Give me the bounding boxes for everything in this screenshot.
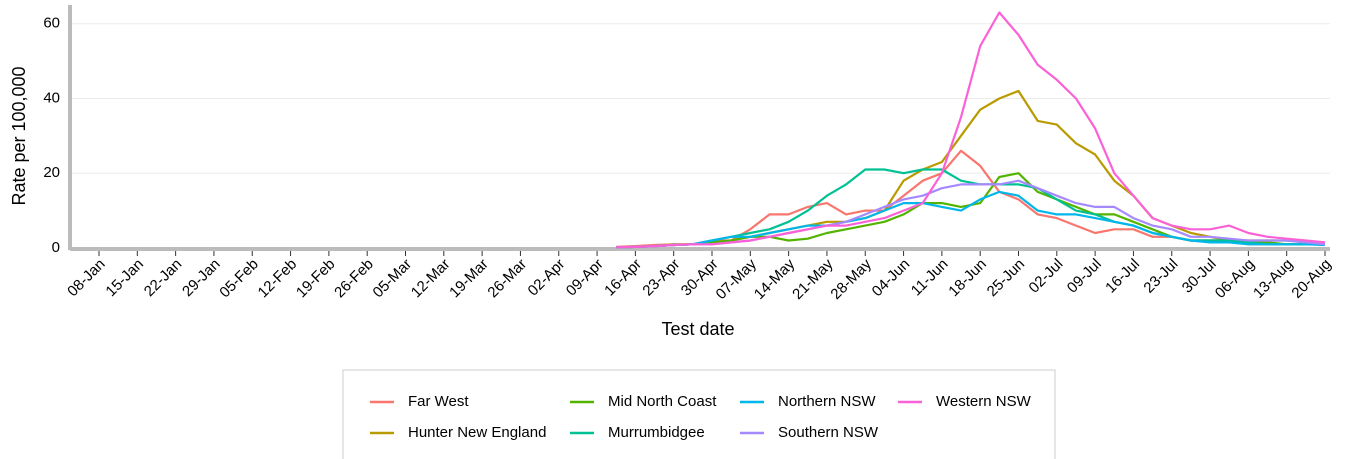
x-tick-label: 12-Feb <box>255 256 301 302</box>
x-tick-label: 25-Jun <box>984 256 1028 300</box>
x-tick-label: 13-Aug <box>1250 256 1296 302</box>
x-tick-label: 26-Mar <box>484 256 530 302</box>
series-line <box>616 168 1325 249</box>
x-tick-label: 29-Jan <box>179 256 223 300</box>
series-line <box>616 190 1326 249</box>
x-tick-label: 28-May <box>827 255 875 303</box>
legend-label: Murrumbidgee <box>608 424 705 441</box>
x-tick-label: 15-Jan <box>102 256 146 300</box>
x-tick-label: 20-Aug <box>1288 256 1334 302</box>
x-tick-label: 19-Feb <box>293 256 339 302</box>
legend-label: Western NSW <box>936 393 1032 410</box>
x-tick-label: 16-Apr <box>601 256 645 300</box>
y-tick-label: 60 <box>43 15 60 32</box>
series-line <box>616 89 1326 249</box>
x-axis-title: Test date <box>661 319 734 339</box>
x-tick-label: 07-May <box>713 255 761 303</box>
legend-label: Northern NSW <box>778 393 876 410</box>
x-tick-label: 22-Jan <box>141 256 185 300</box>
legend-box <box>342 369 1056 459</box>
legend-label: Far West <box>408 393 469 410</box>
series-line <box>616 149 1325 248</box>
legend-label: Hunter New England <box>408 424 546 441</box>
legend-label: Southern NSW <box>778 424 879 441</box>
x-tick-label: 08-Jan <box>64 256 108 300</box>
x-tick-label: 23-Jul <box>1140 256 1181 297</box>
x-tick-label: 19-Mar <box>446 256 492 302</box>
y-axis-title: Rate per 100,000 <box>9 66 29 205</box>
x-tick-label: 09-Jul <box>1064 256 1105 297</box>
x-tick-label: 06-Aug <box>1212 256 1258 302</box>
x-tick-label: 04-Jun <box>869 256 913 300</box>
series-line <box>616 179 1326 249</box>
x-tick-label: 11-Jun <box>908 256 952 300</box>
x-tick-label: 21-May <box>789 255 837 303</box>
legend-label: Mid North Coast <box>608 393 717 410</box>
y-tick-label: 40 <box>43 89 60 106</box>
x-tick-label: 26-Feb <box>331 256 377 302</box>
x-tick-label: 02-Apr <box>525 256 569 300</box>
x-tick-label: 02-Jul <box>1026 256 1067 297</box>
x-tick-label: 16-Jul <box>1102 256 1143 297</box>
x-tick-label: 18-Jun <box>945 256 989 300</box>
y-tick-label: 20 <box>43 164 60 181</box>
series-line <box>616 11 1326 249</box>
x-tick-label: 23-Apr <box>639 256 683 300</box>
x-tick-label: 09-Apr <box>563 256 607 300</box>
x-tick-label: 14-May <box>751 255 799 303</box>
y-tick-label: 0 <box>52 239 60 256</box>
x-tick-label: 12-Mar <box>408 256 454 302</box>
x-tick-label: 05-Feb <box>216 256 262 302</box>
x-tick-label: 05-Mar <box>370 256 416 302</box>
